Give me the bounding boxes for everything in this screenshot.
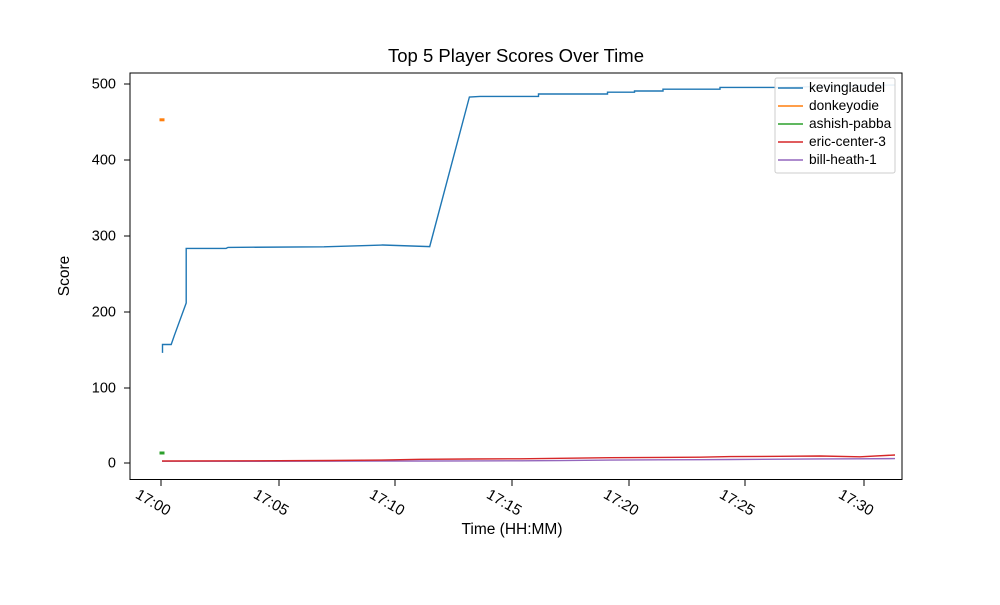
svg-text:17:20: 17:20: [600, 486, 641, 519]
svg-text:300: 300: [92, 229, 116, 245]
svg-text:100: 100: [92, 381, 116, 397]
svg-text:400: 400: [92, 153, 116, 169]
svg-text:Time (HH:MM): Time (HH:MM): [461, 521, 562, 538]
svg-text:17:00: 17:00: [132, 486, 173, 519]
svg-text:17:05: 17:05: [250, 486, 291, 519]
svg-text:Top 5 Player Scores Over Time: Top 5 Player Scores Over Time: [388, 45, 644, 66]
svg-text:200: 200: [92, 305, 116, 321]
svg-text:eric-center-3: eric-center-3: [809, 134, 886, 149]
svg-text:17:30: 17:30: [835, 486, 876, 519]
svg-text:donkeyodie: donkeyodie: [809, 98, 879, 113]
svg-text:17:25: 17:25: [716, 486, 757, 519]
svg-text:Score: Score: [56, 256, 73, 297]
svg-text:ashish-pabba: ashish-pabba: [809, 116, 892, 131]
svg-text:kevinglaudel: kevinglaudel: [809, 80, 885, 95]
svg-text:17:15: 17:15: [483, 486, 524, 519]
svg-text:bill-heath-1: bill-heath-1: [809, 152, 877, 167]
svg-text:17:10: 17:10: [366, 486, 407, 519]
svg-text:500: 500: [92, 77, 116, 93]
svg-text:0: 0: [108, 456, 116, 472]
